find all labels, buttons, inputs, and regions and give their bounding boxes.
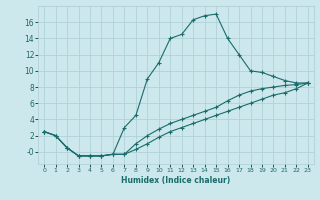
- X-axis label: Humidex (Indice chaleur): Humidex (Indice chaleur): [121, 176, 231, 185]
